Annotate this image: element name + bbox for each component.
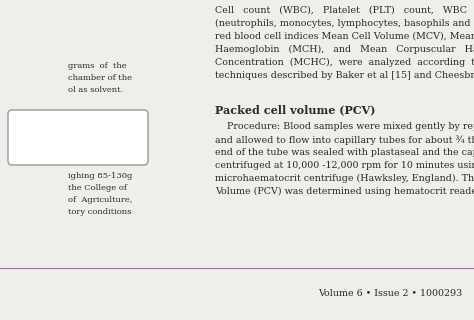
Text: Haemoglobin   (MCH),   and   Mean   Corpuscular   Haemoglobin: Haemoglobin (MCH), and Mean Corpuscular … bbox=[215, 45, 474, 54]
Text: Packed cell volume (PCV): Packed cell volume (PCV) bbox=[215, 104, 375, 115]
Text: microhaematocrit centrifuge (Hawksley, England). The Packed Cell: microhaematocrit centrifuge (Hawksley, E… bbox=[215, 174, 474, 183]
Text: techniques described by Baker et al [15] and Cheesbrough [13].: techniques described by Baker et al [15]… bbox=[215, 71, 474, 80]
FancyBboxPatch shape bbox=[8, 110, 148, 165]
Text: and allowed to flow into capillary tubes for about ¾ the length. The dry: and allowed to flow into capillary tubes… bbox=[215, 135, 474, 145]
Text: Concentration  (MCHC),  were  analyzed  according  to  the  standard: Concentration (MCHC), were analyzed acco… bbox=[215, 58, 474, 67]
Text: centrifuged at 10,000 -12,000 rpm for 10 minutes using the: centrifuged at 10,000 -12,000 rpm for 10… bbox=[215, 161, 474, 170]
Text: chamber of the: chamber of the bbox=[68, 74, 132, 82]
Text: the College of: the College of bbox=[68, 184, 127, 192]
Text: Volume 6 • Issue 2 • 1000293: Volume 6 • Issue 2 • 1000293 bbox=[318, 290, 462, 299]
Text: Cell   count   (WBC),   Platelet   (PLT)   count,   WBC   differentials: Cell count (WBC), Platelet (PLT) count, … bbox=[215, 6, 474, 15]
Text: Volume (PCV) was determined using hematocrit reader [16].: Volume (PCV) was determined using hemato… bbox=[215, 187, 474, 196]
Text: ighing 85-130g: ighing 85-130g bbox=[68, 172, 132, 180]
Text: (neutrophils, monocytes, lymphocytes, basophils and eosinophil) and: (neutrophils, monocytes, lymphocytes, ba… bbox=[215, 19, 474, 28]
Text: grams  of  the: grams of the bbox=[68, 62, 127, 70]
Text: tory conditions: tory conditions bbox=[68, 208, 131, 216]
Text: ol as solvent.: ol as solvent. bbox=[68, 86, 123, 94]
Text: red blood cell indices Mean Cell Volume (MCV), Mean Corpuscular: red blood cell indices Mean Cell Volume … bbox=[215, 32, 474, 41]
Text: end of the tube was sealed with plastaseal and the capillary tube: end of the tube was sealed with plastase… bbox=[215, 148, 474, 157]
Text: Procedure: Blood samples were mixed gently by repeated inversion,: Procedure: Blood samples were mixed gent… bbox=[215, 122, 474, 131]
Text: of  Agriculture,: of Agriculture, bbox=[68, 196, 132, 204]
